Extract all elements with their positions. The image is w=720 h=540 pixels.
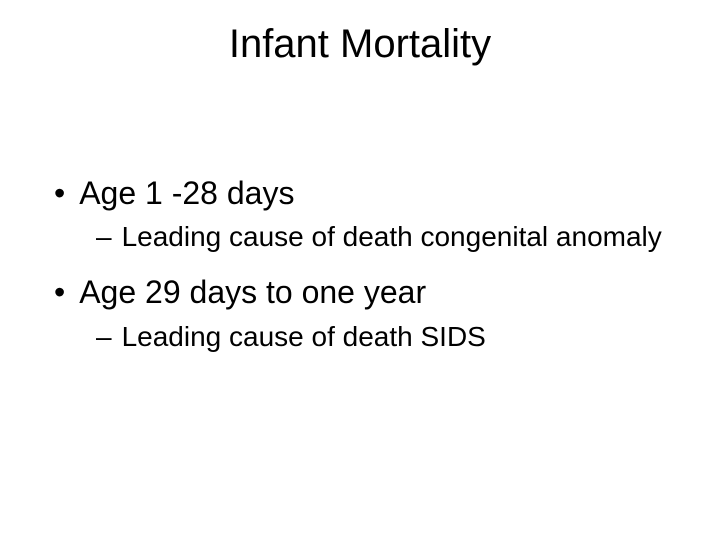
slide-body: • Age 1 -28 days – Leading cause of deat… — [54, 176, 680, 375]
list-subitem-text: Leading cause of death congenital anomal… — [122, 221, 662, 253]
bullet-icon: • — [54, 275, 65, 310]
list-subitem: – Leading cause of death SIDS — [96, 321, 680, 353]
list-subitem-text: Leading cause of death SIDS — [122, 321, 486, 353]
list-item-text: Age 29 days to one year — [79, 275, 426, 310]
list-subitem: – Leading cause of death congenital anom… — [96, 221, 680, 253]
bullet-icon: • — [54, 176, 65, 211]
dash-icon: – — [96, 221, 112, 253]
list-item-text: Age 1 -28 days — [79, 176, 294, 211]
slide: Infant Mortality • Age 1 -28 days – Lead… — [0, 0, 720, 540]
list-item: • Age 1 -28 days — [54, 176, 680, 211]
dash-icon: – — [96, 321, 112, 353]
slide-title: Infant Mortality — [0, 22, 720, 67]
list-item: • Age 29 days to one year — [54, 275, 680, 310]
